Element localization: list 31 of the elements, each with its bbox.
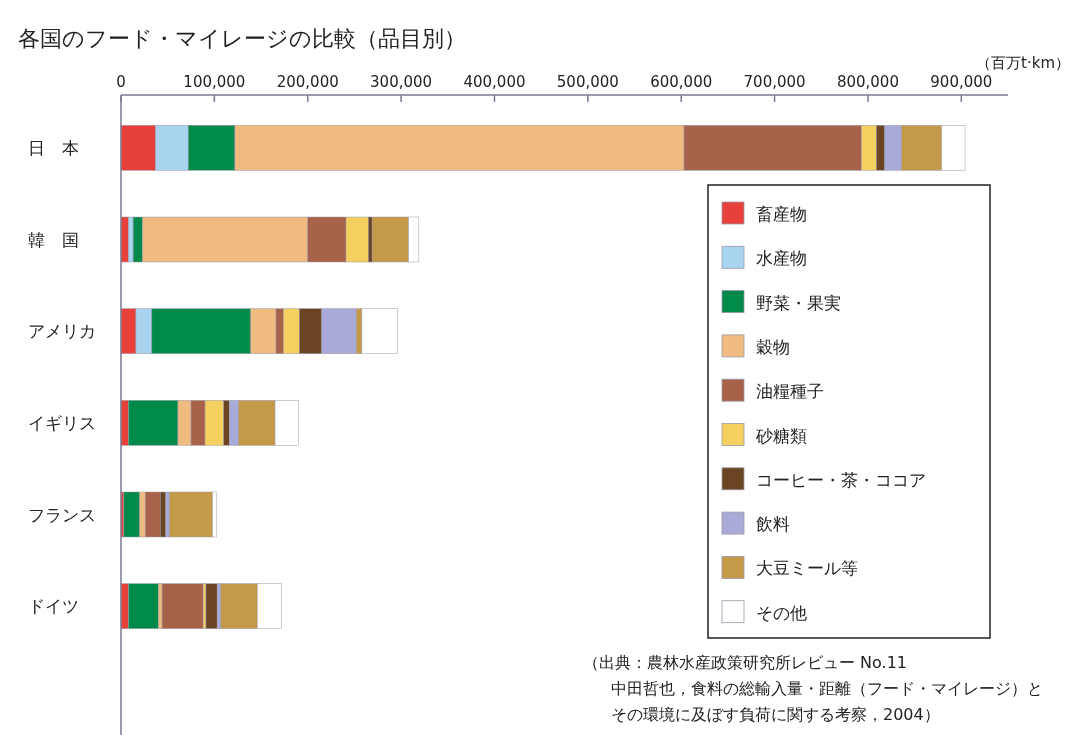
x-tick-label: 900,000: [930, 73, 993, 91]
legend-label: 野菜・果実: [756, 292, 841, 313]
legend-label: 水産物: [756, 248, 807, 269]
x-tick-label: 0: [116, 73, 126, 91]
x-tick-label: 500,000: [556, 73, 619, 91]
legend-label: その他: [756, 602, 807, 623]
y-tick-label: アメリカ: [28, 321, 96, 342]
x-tick-label: 800,000: [836, 73, 899, 91]
legend-label: 畜産物: [756, 204, 807, 224]
y-tick-label: フランス: [28, 504, 96, 525]
legend-label: 砂糖類: [755, 425, 807, 446]
legend-label: 大豆ミール等: [756, 558, 858, 579]
x-axis-title: （百万t·km）: [976, 54, 1070, 72]
x-tick-label: 600,000: [650, 73, 713, 91]
y-tick-label: イギリス: [28, 412, 96, 433]
y-tick-label: ドイツ: [28, 596, 79, 617]
x-tick-label: 300,000: [370, 73, 433, 91]
legend-label: 油糧種子: [756, 381, 824, 402]
y-tick-label: 日 本: [28, 137, 79, 158]
text: （出典：農林水産政策研究所レビュー No.11: [583, 653, 908, 672]
chart-title: 各国のフード・マイレージの比較（品目別）: [18, 26, 466, 51]
y-tick-label: 韓 国: [28, 229, 79, 250]
text: 中田哲也，食料の総輸入量・距離（フード・マイレージ）と: [611, 679, 1043, 698]
x-tick-label: 100,000: [183, 73, 246, 91]
legend-label: 飲料: [756, 514, 790, 535]
x-tick-label: 700,000: [743, 73, 806, 91]
x-tick-label: 200,000: [276, 73, 339, 91]
legend-label: コーヒー・茶・ココア: [756, 469, 926, 490]
legend-label: 穀物: [756, 336, 790, 357]
x-tick-label: 400,000: [463, 73, 526, 91]
text: その環境に及ぼす負荷に関する考察，2004）: [611, 705, 940, 724]
